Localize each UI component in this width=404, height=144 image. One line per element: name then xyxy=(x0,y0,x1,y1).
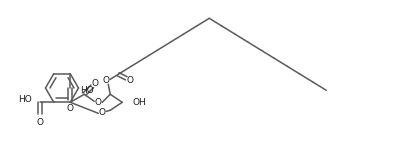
Text: O: O xyxy=(36,118,43,127)
Text: O: O xyxy=(103,76,110,85)
Text: OH: OH xyxy=(132,98,146,107)
Text: O: O xyxy=(92,79,99,88)
Text: O: O xyxy=(67,104,74,113)
Text: HO: HO xyxy=(80,86,94,95)
Text: O: O xyxy=(127,76,134,85)
Text: O: O xyxy=(95,98,102,107)
Text: HO: HO xyxy=(18,95,32,104)
Text: O: O xyxy=(99,108,106,117)
